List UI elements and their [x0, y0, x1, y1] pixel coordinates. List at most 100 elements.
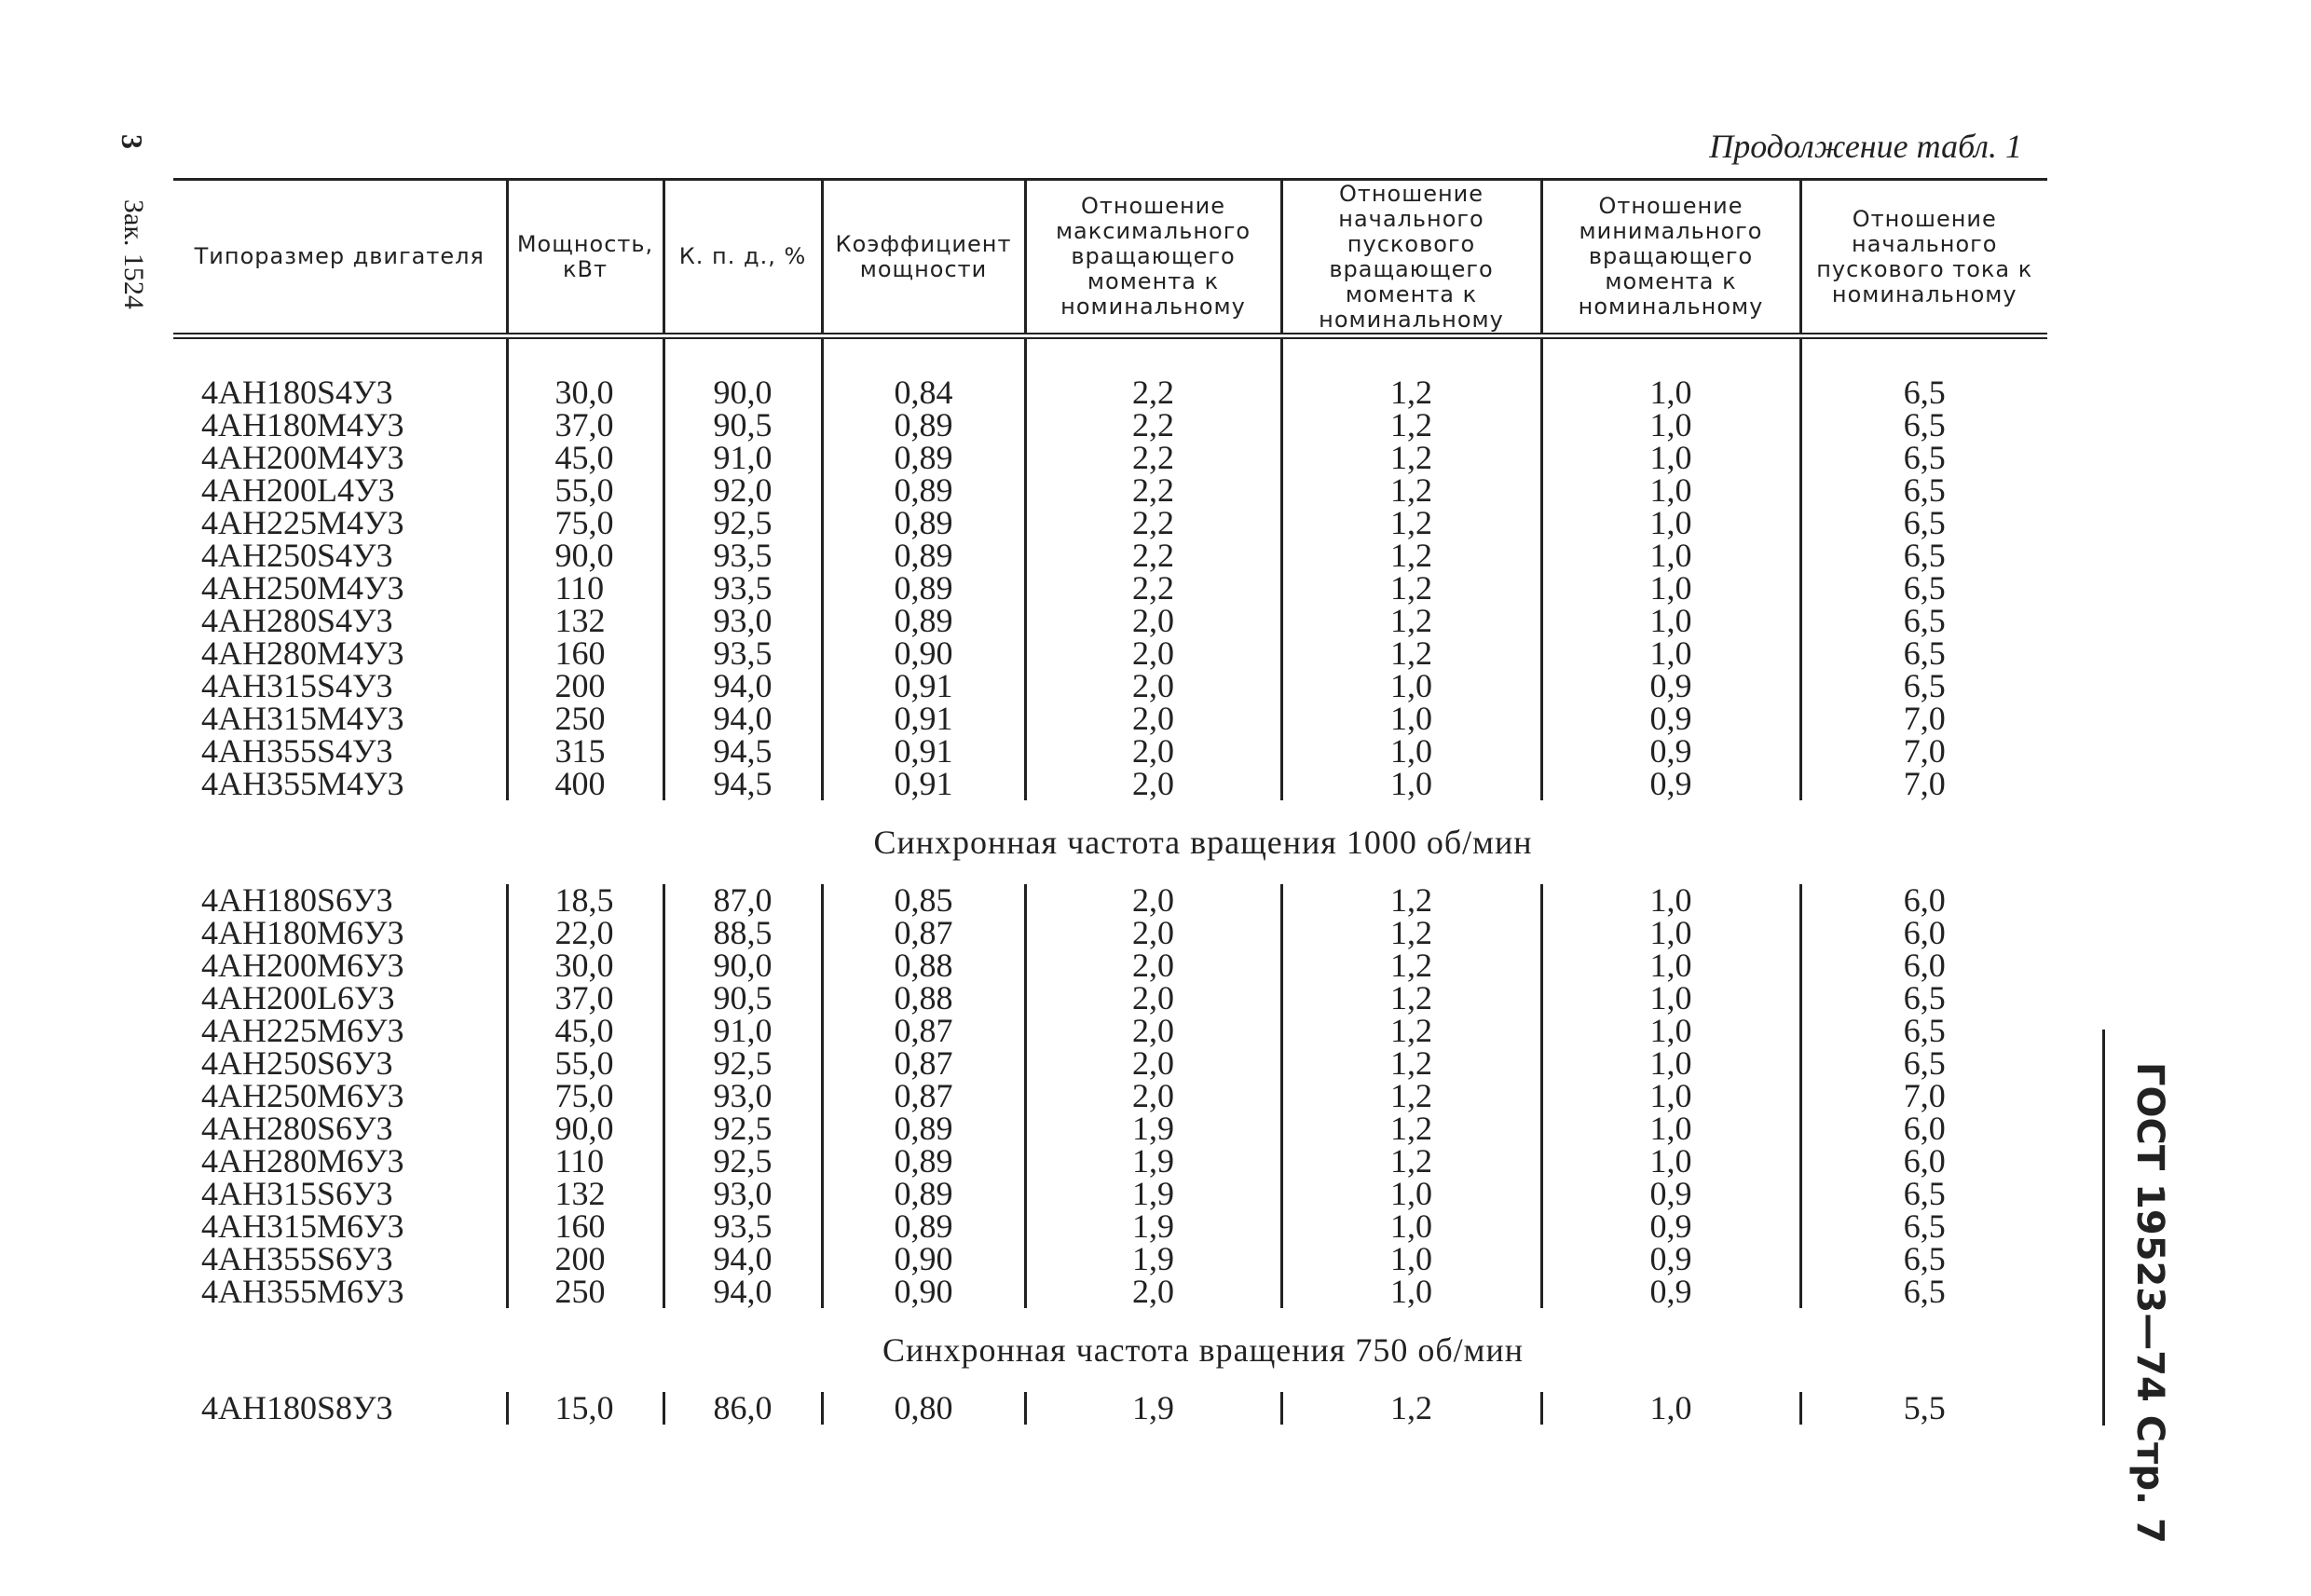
value-cell: 90,0: [505, 1112, 663, 1145]
value-cell: 1,9: [1023, 1177, 1281, 1210]
value-cell: 0,89: [820, 539, 1025, 572]
section-heading: Синхронная частота вращения 750 об/мин: [882, 1331, 1524, 1369]
motor-type: 4АН280S4У3: [201, 602, 393, 639]
order-number: Зак. 1524: [118, 199, 149, 309]
value-cell: 1,2: [1279, 981, 1541, 1015]
spacer-row: [173, 335, 2047, 376]
value-cell: 2,0: [1023, 916, 1281, 949]
value-cell: 0,9: [1539, 1242, 1800, 1275]
value-cell: 1,0: [1539, 473, 1800, 507]
value-cell: 93,5: [662, 539, 822, 572]
column-header: К. п. д., %: [662, 179, 822, 336]
value-cell: 1,2: [1279, 1112, 1541, 1145]
value-cell: 1,2: [1279, 1079, 1541, 1112]
value-cell: 45,0: [505, 441, 663, 474]
data-row: 4АН355М4У3 400 94,5 0,91 2,0 1,0 0,9 7,0: [173, 767, 2047, 800]
section-heading-row: Синхронная частота вращения 750 об/мин: [173, 1308, 2047, 1392]
value-cell: 92,5: [662, 1112, 822, 1145]
value-cell: 0,91: [820, 702, 1025, 735]
motor-type: 4АН200L6У3: [201, 979, 395, 1016]
margin-rule: [2102, 1030, 2105, 1425]
value-cell: 1,2: [1279, 539, 1541, 572]
value-cell: 250: [505, 702, 663, 735]
data-row: 4АН200М4У3 45,0 91,0 0,89 2,2 1,2 1,0 6,5: [173, 441, 2047, 474]
data-row: 4АН355М6У3 250 94,0 0,90 2,0 1,0 0,9 6,5: [173, 1275, 2047, 1308]
value-cell: 0,80: [820, 1391, 1025, 1425]
motor-type: 4АН280М4У3: [201, 634, 404, 672]
value-cell: 94,0: [662, 1275, 822, 1308]
column-header: Мощность, кВт: [505, 179, 663, 336]
value-cell: 87,0: [662, 883, 822, 917]
value-cell: 1,0: [1539, 1079, 1800, 1112]
value-cell: 0,91: [820, 669, 1025, 703]
data-row: 4АН200М6У3 30,0 90,0 0,88 2,0 1,2 1,0 6,0: [173, 948, 2047, 982]
value-cell: 1,2: [1279, 408, 1541, 442]
value-cell: 1,2: [1279, 604, 1541, 637]
value-cell: 1,0: [1279, 1242, 1541, 1275]
value-cell: 94,0: [662, 669, 822, 703]
value-cell: 6,5: [1798, 1177, 2047, 1210]
value-cell: 0,89: [820, 1112, 1025, 1145]
value-cell: 0,90: [820, 636, 1025, 670]
motor-type: 4АН225М6У3: [201, 1012, 404, 1049]
value-cell: 132: [505, 604, 663, 637]
spacer-cell: [1539, 335, 1800, 376]
data-row: 4АН280М4У3 160 93,5 0,90 2,0 1,2 1,0 6,5: [173, 634, 2047, 672]
value-cell: 2,0: [1023, 1014, 1281, 1047]
value-cell: 2,0: [1023, 604, 1281, 637]
value-cell: 6,5: [1798, 473, 2047, 507]
value-cell: 0,91: [820, 767, 1025, 800]
value-cell: 0,89: [820, 506, 1025, 539]
value-cell: 2,0: [1023, 883, 1281, 917]
motor-type: 4АН280М6У3: [201, 1142, 404, 1180]
data-row: 4АН180М4У3 37,0 90,5 0,89 2,2 1,2 1,0 6,5: [173, 408, 2047, 442]
column-header: Отношение начального пускового вращающег…: [1279, 179, 1541, 336]
value-cell: 6,5: [1798, 636, 2047, 670]
data-row: 4АН250S4У3 90,0 93,5 0,89 2,2 1,2 1,0 6,5: [173, 539, 2047, 572]
value-cell: 0,87: [820, 916, 1025, 949]
value-cell: 132: [505, 1177, 663, 1210]
header-row: Типоразмер двигателя Мощность, кВт К. п. д…: [173, 179, 2047, 336]
value-cell: 6,0: [1798, 916, 2047, 949]
value-cell: 7,0: [1798, 1079, 2047, 1112]
value-cell: 0,89: [820, 408, 1025, 442]
value-cell: 0,9: [1539, 669, 1800, 703]
data-row: 4АН180S4У3 30,0 90,0 0,84 2,2 1,2 1,0 6,5: [173, 374, 2047, 411]
value-cell: 1,0: [1539, 1144, 1800, 1178]
motor-type: 4АН315М6У3: [201, 1207, 404, 1245]
value-cell: 1,9: [1023, 1242, 1281, 1275]
value-cell: 1,0: [1539, 539, 1800, 572]
value-cell: 2,0: [1023, 734, 1281, 768]
spacer-cell: [1279, 335, 1541, 376]
value-cell: 91,0: [662, 1014, 822, 1047]
motor-type: 4АН180S4У3: [201, 374, 393, 411]
value-cell: 22,0: [505, 916, 663, 949]
motor-type: 4АН355S4У3: [201, 732, 393, 770]
value-cell: 30,0: [505, 948, 663, 982]
value-cell: 0,9: [1539, 702, 1800, 735]
column-header: Отношение максимального вращающего момен…: [1023, 179, 1281, 336]
value-cell: 1,2: [1279, 1014, 1541, 1047]
data-row: 4АН280М6У3 110 92,5 0,89 1,9 1,2 1,0 6,0: [173, 1142, 2047, 1180]
value-cell: 6,0: [1798, 1144, 2047, 1178]
value-cell: 2,2: [1023, 408, 1281, 442]
value-cell: 6,5: [1798, 506, 2047, 539]
value-cell: 75,0: [505, 1079, 663, 1112]
value-cell: 2,0: [1023, 767, 1281, 800]
value-cell: 200: [505, 669, 663, 703]
value-cell: 2,0: [1023, 1046, 1281, 1080]
value-cell: 90,0: [662, 948, 822, 982]
value-cell: 0,88: [820, 981, 1025, 1015]
value-cell: 1,2: [1279, 636, 1541, 670]
value-cell: 1,0: [1539, 1046, 1800, 1080]
value-cell: 0,89: [820, 1209, 1025, 1243]
value-cell: 2,2: [1023, 539, 1281, 572]
motor-type: 4АН180S8У3: [201, 1389, 393, 1426]
data-row: 4АН180S8У3 15,0 86,0 0,80 1,9 1,2 1,0 5,5: [173, 1389, 2047, 1426]
value-cell: 1,0: [1279, 1177, 1541, 1210]
data-row: 4АН355S4У3 315 94,5 0,91 2,0 1,0 0,9 7,0: [173, 732, 2047, 770]
value-cell: 1,9: [1023, 1209, 1281, 1243]
value-cell: 0,9: [1539, 767, 1800, 800]
motor-type: 4АН225М4У3: [201, 504, 404, 541]
motor-table: Типоразмер двигателя Мощность, кВт К. п. д…: [173, 178, 2047, 1425]
